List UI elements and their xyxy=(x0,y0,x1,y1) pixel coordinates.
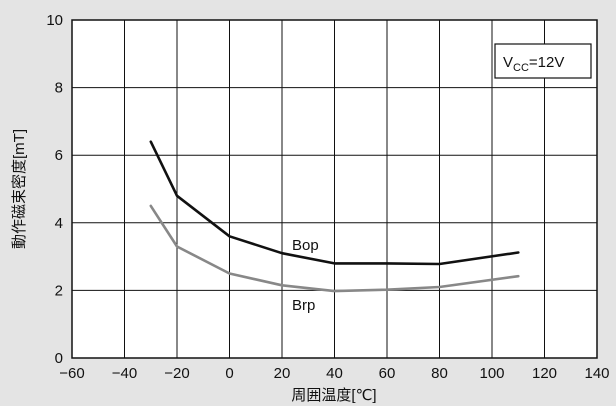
series-line-brp xyxy=(149,204,520,293)
series-label-bop: Bop xyxy=(292,237,319,254)
x-tick-label: 100 xyxy=(479,365,504,382)
y-tick-label: 10 xyxy=(46,12,63,29)
y-tick-label: 4 xyxy=(55,215,63,232)
x-tick-label: 60 xyxy=(379,365,396,382)
y-tick-label: 2 xyxy=(55,282,63,299)
x-tick-labels: −60 −40 −20 0 20 40 60 80 100 120 140 xyxy=(59,365,609,382)
y-tick-labels: 0 2 4 6 8 10 xyxy=(46,12,63,367)
y-tick-label: 8 xyxy=(55,80,63,97)
vcc-annotation-subscript: CC xyxy=(513,62,529,74)
y-tick-label: 6 xyxy=(55,147,63,164)
x-tick-label: 0 xyxy=(225,365,233,382)
x-tick-label: −60 xyxy=(59,365,84,382)
series-group xyxy=(149,140,520,293)
x-tick-label: 20 xyxy=(274,365,291,382)
vcc-annotation-rest: =12V xyxy=(529,54,564,71)
vcc-annotation-box xyxy=(494,43,592,79)
series-label-brp: Brp xyxy=(292,297,315,314)
x-tick-label: −40 xyxy=(112,365,137,382)
y-tick-label: 0 xyxy=(55,350,63,367)
vcc-annotation: VCC=12V xyxy=(494,43,592,79)
series-line-bop xyxy=(149,140,520,266)
x-tick-label: −20 xyxy=(164,365,189,382)
vcc-annotation-base: V xyxy=(503,54,513,71)
x-tick-label: 120 xyxy=(532,365,557,382)
x-tick-label: 40 xyxy=(326,365,343,382)
x-tick-label: 80 xyxy=(431,365,448,382)
x-axis-title: 周囲温度[℃] xyxy=(291,387,376,404)
x-tick-label: 140 xyxy=(584,365,609,382)
y-axis-title: 動作磁束密度[mT] xyxy=(11,129,28,249)
vcc-annotation-text: VCC=12V xyxy=(503,54,564,74)
